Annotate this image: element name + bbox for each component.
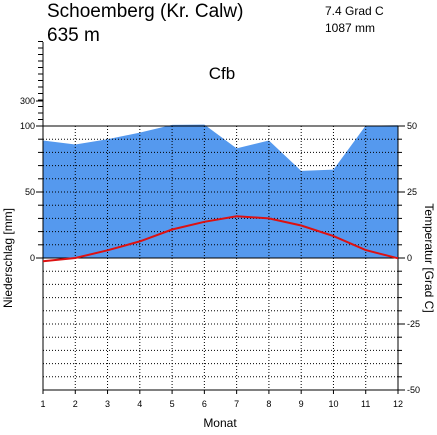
x-tick-label: 6 [202,399,207,409]
station-title: Schoemberg (Kr. Calw) [47,1,243,22]
x-tick-label: 11 [361,399,370,409]
x-tick-label: 5 [170,399,175,409]
station-elevation: 635 m [47,25,100,46]
right-tick-label: -25 [407,319,420,329]
x-tick-label: 4 [137,399,142,409]
left-axis-label: Niederschlag [mm] [1,208,15,308]
annual-precipitation: 1087 mm [325,21,375,35]
left-tick-label: 50 [25,187,35,197]
x-tick-label: 7 [234,399,239,409]
x-tick-label: 1 [40,399,45,409]
x-tick-label: 3 [105,399,110,409]
right-tick-label: 50 [407,121,417,131]
precipitation-area [43,124,398,258]
x-tick-label: 2 [73,399,78,409]
x-axis-label: Monat [203,416,237,430]
left-tick-label: 0 [30,253,35,263]
left-tick-label: 300 [20,96,35,106]
x-tick-label: 8 [266,399,271,409]
right-tick-label: 0 [407,253,412,263]
x-tick-label: 12 [393,399,403,409]
climate-classification: Cfb [209,64,235,83]
temperature-line [42,215,399,263]
x-tick-label: 9 [299,399,304,409]
mean-temperature: 7.4 Grad C [325,4,384,18]
left-tick-label: 100 [20,121,35,131]
right-tick-label: -50 [407,385,420,395]
x-tick-label: 10 [328,399,338,409]
right-tick-label: 25 [407,187,417,197]
right-axis-label: Temperatur [Grad C] [422,203,436,312]
